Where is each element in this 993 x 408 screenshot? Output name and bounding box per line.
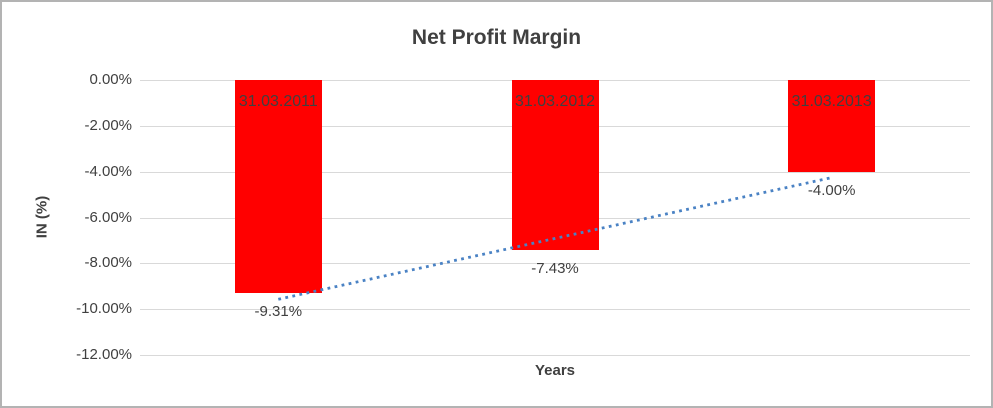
category-label: 31.03.2013 — [791, 93, 872, 110]
gridline — [140, 309, 970, 311]
y-tick-label: -8.00% — [84, 254, 132, 272]
chart-title: Net Profit Margin — [411, 26, 582, 49]
y-tick-label: -2.00% — [84, 116, 132, 134]
bar-31.03.2011 — [234, 80, 322, 294]
value-label: -9.31% — [254, 303, 303, 321]
y-tick-label: -12.00% — [76, 346, 132, 363]
x-axis-title: Years — [534, 362, 576, 379]
value-label: -4.00% — [807, 181, 856, 199]
plot-area: 31.03.2011 -9.31% 31.03.2012 -7.43% 31.03.20… — [140, 80, 970, 356]
category-label: 31.03.2011 — [238, 93, 318, 110]
bar-31.03.2013 — [788, 80, 876, 172]
category-label: 31.03.2012 — [514, 93, 596, 110]
trendline — [277, 176, 833, 301]
y-tick-label: -10.00% — [76, 300, 132, 318]
value-label: -7.43% — [531, 260, 579, 278]
y-tick-label: -6.00% — [84, 208, 132, 226]
gridline — [140, 263, 970, 265]
y-tick-label: -4.00% — [84, 162, 132, 180]
trendline-line — [277, 176, 833, 301]
y-tick-label: 0.00% — [89, 71, 132, 88]
bar-31.03.2012 — [511, 80, 599, 251]
gridline — [140, 355, 970, 356]
